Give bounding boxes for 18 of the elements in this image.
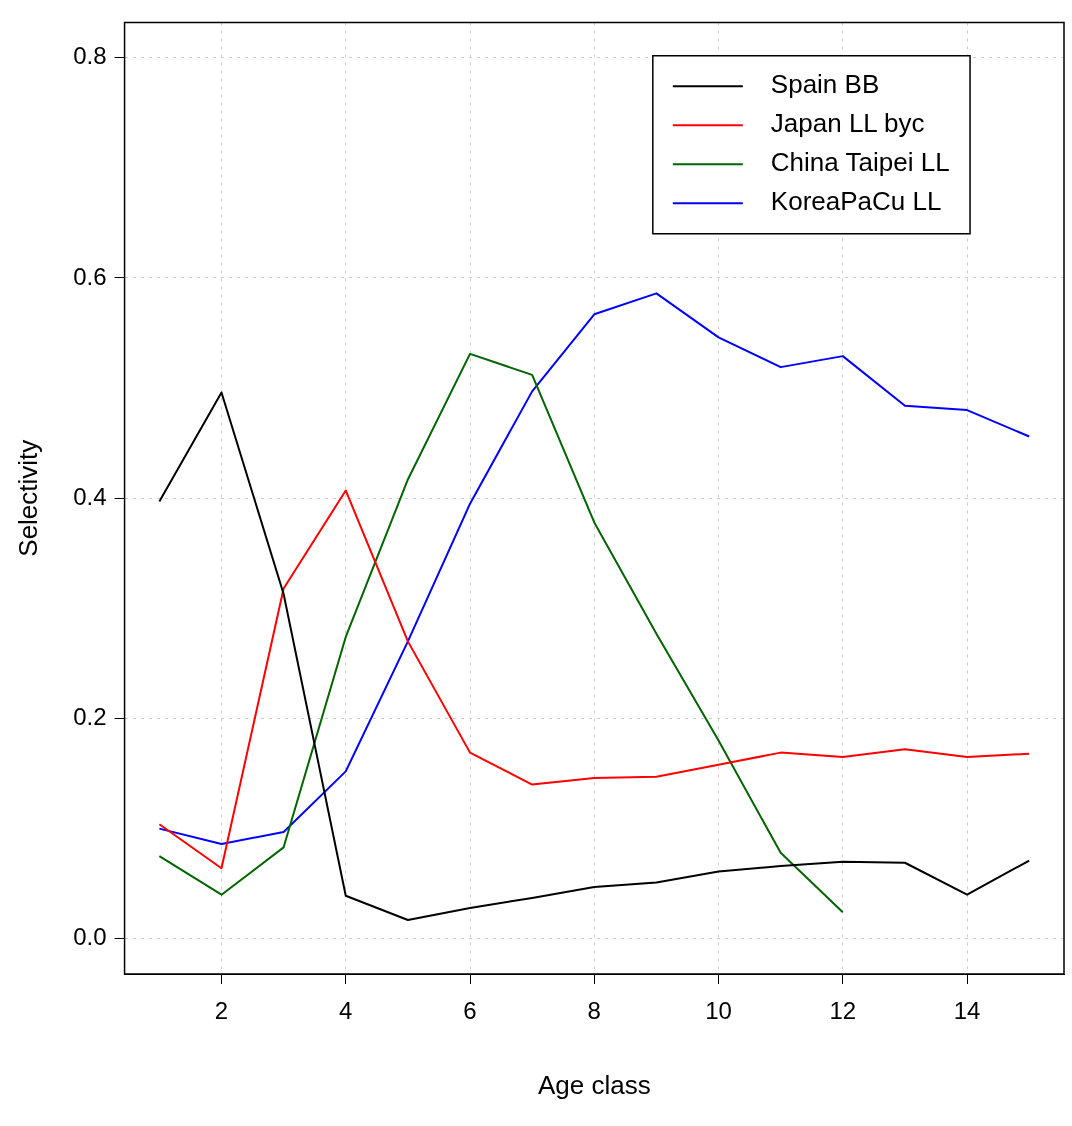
x-tick-label: 12 [829,997,857,1025]
y-tick-label: 0.0 [73,923,107,951]
x-axis-title: Age class [537,1069,651,1100]
y-axis-title: Selectivity [12,439,43,557]
x-tick-label: 14 [953,997,981,1025]
y-tick-label: 0.4 [73,482,107,510]
legend-label: Japan LL byc [770,108,925,139]
legend-label: China Taipei LL [770,147,950,178]
x-tick-label: 2 [214,997,229,1025]
y-tick-label: 0.2 [73,703,107,731]
y-tick-label: 0.6 [73,262,107,290]
x-tick-label: 4 [339,997,353,1025]
x-tick-label: 8 [587,997,601,1025]
legend-label: Spain BB [770,69,880,100]
x-tick-label: 10 [705,997,732,1025]
x-tick-label: 6 [463,997,477,1025]
legend-label: KoreaPaCu LL [770,186,942,217]
y-tick-label: 0.8 [73,42,107,70]
